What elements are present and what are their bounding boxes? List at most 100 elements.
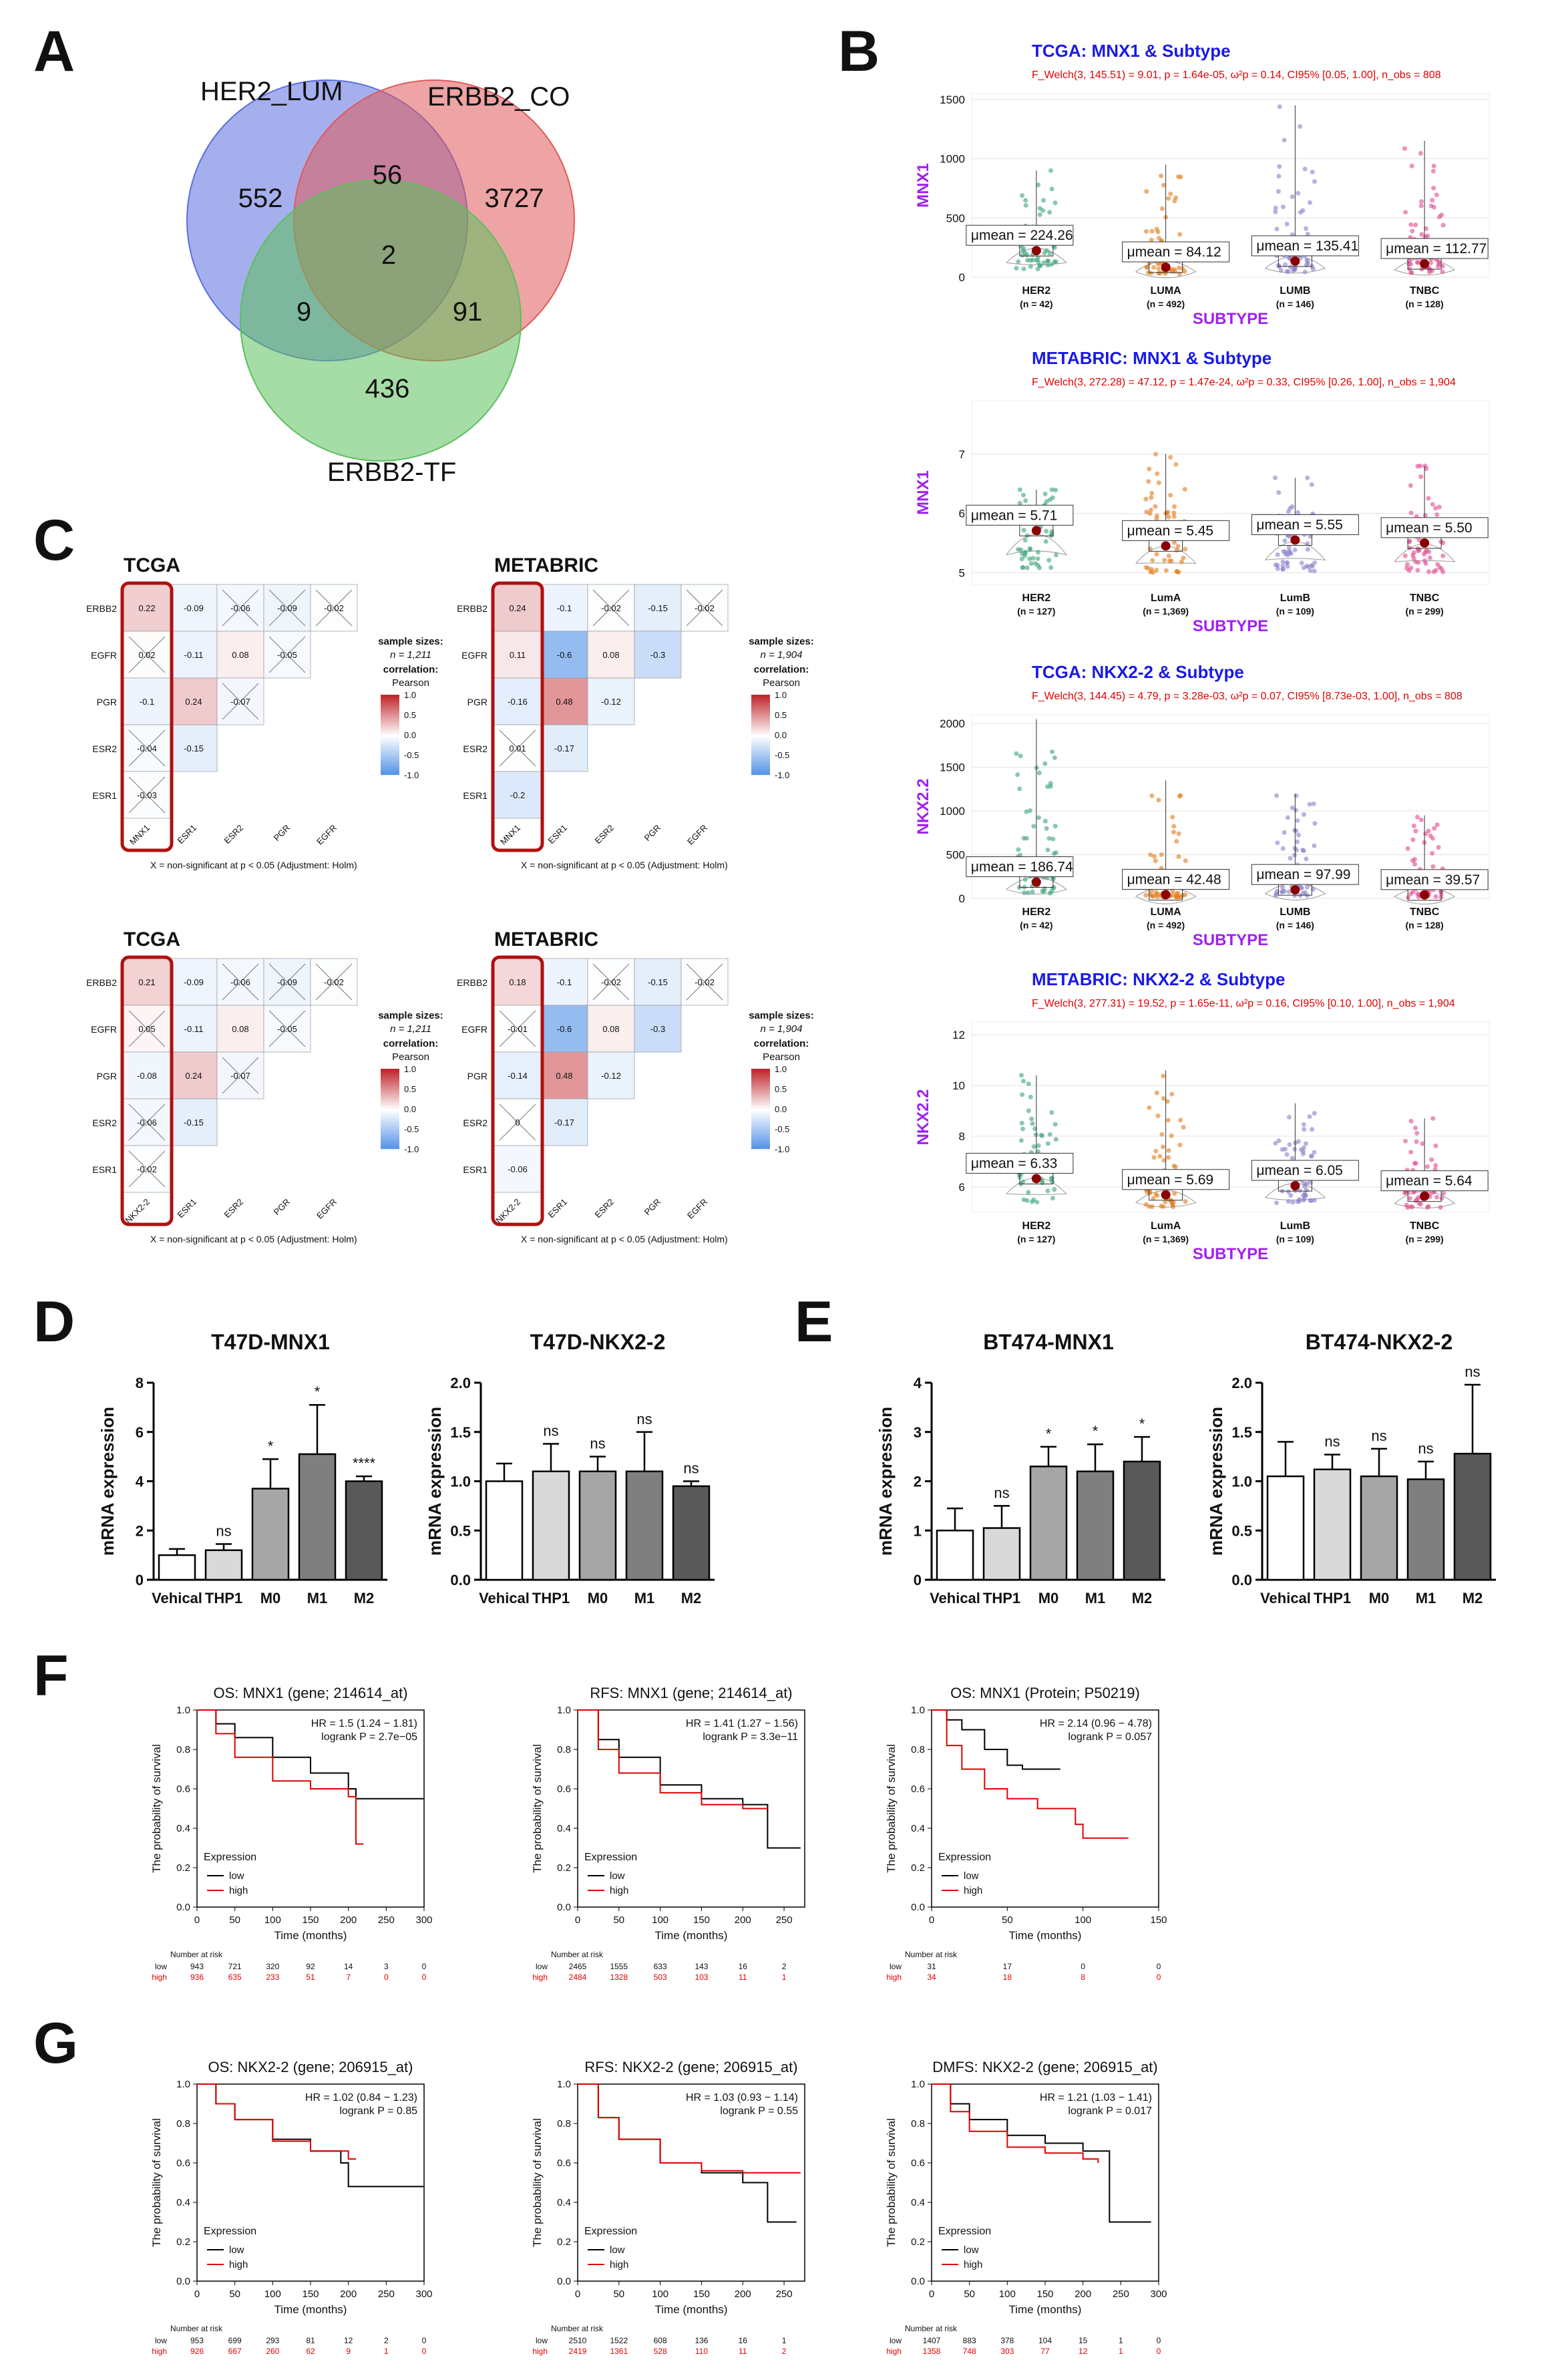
y-tick: 0: [136, 1572, 144, 1588]
km-risk-label: Number at risk: [551, 2324, 604, 2333]
colorbar-tick: -1.0: [775, 1144, 789, 1154]
colorbar-step: [381, 733, 399, 735]
x-tick: 250: [378, 2288, 395, 2300]
mean-label: μmean = 42.48: [1127, 872, 1221, 887]
colorbar-step: [381, 761, 399, 763]
colorbar-step: [381, 747, 399, 749]
data-point: [1411, 550, 1416, 555]
data-point: [1038, 1132, 1044, 1138]
colorbar-tick: -1.0: [404, 770, 419, 780]
colorbar-step: [381, 1147, 399, 1150]
panel-label-b: B: [838, 19, 880, 83]
colorbar-step: [381, 709, 399, 711]
data-point: [1176, 854, 1181, 859]
colorbar-tick: 1.0: [404, 1064, 416, 1074]
km-risk-low: 883: [963, 2336, 976, 2345]
data-point: [1037, 212, 1042, 217]
x-tick: LumA: [1151, 1220, 1181, 1232]
data-point: [1159, 1132, 1165, 1137]
y-tick: 2: [136, 1522, 144, 1539]
data-point: [1166, 196, 1171, 201]
group-HER2: μmean = 6.33 HER2 (n = 127): [966, 1073, 1074, 1244]
legend-corr: correlation:: [754, 664, 809, 675]
data-point: [1146, 479, 1151, 484]
data-point: [1183, 858, 1188, 864]
venn-count-c: 436: [365, 374, 410, 403]
colorbar-step: [381, 759, 399, 761]
data-point: [1151, 854, 1157, 859]
corr-value: 0.18: [509, 977, 526, 987]
km-risk-low-label: low: [155, 1962, 167, 1971]
group-TNBC: μmean = 5.64 TNBC (n = 299): [1380, 1116, 1489, 1244]
row-label: ESR1: [92, 1164, 117, 1175]
data-point: [1308, 1198, 1313, 1203]
bar: [1123, 1460, 1161, 1581]
colorbar-tick: -0.5: [404, 1124, 419, 1134]
corr-cell: [123, 584, 171, 632]
colorbar-step: [751, 727, 770, 729]
data-point: [1282, 138, 1287, 143]
data-point: [1422, 558, 1427, 563]
data-point: [1405, 846, 1410, 851]
colorbar-step: [751, 745, 770, 747]
km-risk-high: 1358: [923, 2347, 941, 2356]
y-tick: 0.0: [176, 1902, 190, 1913]
bar: [672, 1485, 711, 1581]
colorbar-step: [751, 1139, 770, 1142]
corr-value: -0.02: [601, 977, 621, 987]
data-point: [1305, 541, 1310, 546]
bar-title: T47D-MNX1: [211, 1330, 330, 1354]
x-tick: 0: [929, 1914, 934, 1926]
km-risk-high: 2484: [569, 1973, 587, 1982]
bar-chart-0: T47D-MNX1 0 2 4 6 8 mRNA expression Vehical ns TH…: [98, 1330, 387, 1606]
y-tick: 0.4: [911, 1823, 925, 1834]
data-point: [1286, 545, 1292, 550]
x-tick: TNBC: [1410, 1220, 1440, 1232]
bar: [345, 1480, 383, 1581]
data-point: [1031, 1197, 1036, 1202]
data-point: [1440, 269, 1445, 275]
data-point: [1143, 228, 1149, 234]
venn-diagram: HER2_LUM ERBB2_CO ERBB2-TF 552 56 3727 2 9 91 436: [186, 77, 575, 487]
data-point: [1019, 1120, 1024, 1126]
col-label: ESR1: [175, 823, 198, 846]
colorbar-step: [751, 771, 770, 774]
corr-cell: [170, 584, 218, 632]
y-tick: 0.0: [557, 1902, 571, 1913]
data-point: [1312, 843, 1317, 848]
y-tick: 0.0: [911, 2276, 925, 2287]
colorbar-step: [751, 699, 770, 701]
group-HER2: μmean = 5.71 HER2 (n = 127): [966, 487, 1074, 617]
venn-circle-erbb2-tf: [240, 180, 522, 462]
group-LUMA: μmean = 84.12 LUMA (n = 492): [1122, 164, 1230, 309]
km-xlabel: Time (months): [655, 1929, 728, 1942]
colorbar-step: [751, 1131, 770, 1134]
data-point: [1178, 174, 1183, 180]
x-n: (n = 127): [1017, 606, 1055, 617]
venn-label-her2-lum: HER2_LUM: [200, 77, 343, 106]
y-tick: 0.4: [557, 1823, 571, 1834]
data-point: [1292, 852, 1298, 858]
corr-value: 0.21: [138, 977, 155, 987]
data-point: [1297, 1198, 1302, 1204]
data-point: [1419, 232, 1424, 237]
data-point: [1151, 265, 1157, 270]
x-tick: 250: [776, 1914, 793, 1926]
colorbar-step: [381, 1105, 399, 1108]
legend-n: n = 1,211: [390, 1023, 431, 1035]
data-point: [1292, 547, 1298, 552]
data-point: [1017, 786, 1022, 792]
data-point: [1151, 570, 1156, 575]
data-point: [1406, 894, 1411, 900]
y-tick: 0.6: [176, 2158, 190, 2169]
corr-value: -0.16: [508, 697, 528, 707]
panel-label-c: C: [33, 508, 75, 572]
km-xlabel: Time (months): [1009, 2303, 1082, 2316]
colorbar-step: [751, 765, 770, 768]
row-label: EGFR: [91, 650, 117, 661]
data-point: [1183, 1199, 1188, 1204]
km-risk-high: 34: [927, 1973, 936, 1982]
data-point: [1286, 1189, 1291, 1194]
km-hr: HR = 2.14 (0.96 − 4.78): [1040, 1718, 1152, 1729]
colorbar-step: [381, 1143, 399, 1146]
